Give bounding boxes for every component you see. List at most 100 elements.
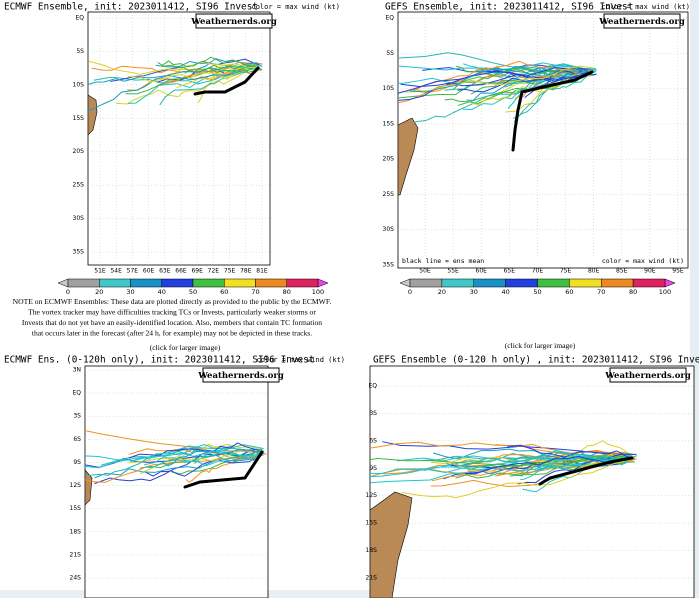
- panel-title: GEFS Ensemble (0-120 h only) , init: 202…: [373, 355, 699, 366]
- ensemble-track: [161, 56, 256, 68]
- mean-note: black line = ens mean: [402, 257, 484, 265]
- lon-label: 55E: [447, 268, 459, 275]
- ensemble-track: [145, 452, 264, 477]
- colorbar-segment: [130, 278, 162, 288]
- lat-label: 21S: [366, 575, 378, 582]
- colorbar-label: 20: [438, 288, 446, 296]
- lon-label: 72E: [208, 268, 220, 275]
- badge: Weathernerds.org: [197, 371, 284, 381]
- color-note: color = max wind (kt): [601, 3, 690, 11]
- lon-label: 78E: [240, 268, 252, 275]
- ensemble-mean: [511, 70, 594, 152]
- lat-label: 9S: [73, 459, 81, 466]
- lon-label: 85E: [616, 268, 628, 275]
- map-panel: 3N EQ 3S 6S 9S 12S 15S 18S 21S 24S ECMWF Ens. (0-1…: [4, 355, 345, 598]
- colorbar-segment: [255, 278, 287, 288]
- click-label[interactable]: (click for larger image): [505, 341, 576, 350]
- ensemble-track: [520, 452, 628, 481]
- map-panel: EQ 5S 10S 15S 20S 25S 30S 35S 50E 55E 60E 65E 70E 75E…: [383, 2, 690, 297]
- lat-label: EQ: [368, 383, 377, 390]
- colorbar-label: 30: [470, 288, 478, 296]
- colorbar-label: 60: [565, 288, 573, 296]
- lat-label: 35S: [73, 249, 85, 256]
- colorbar-label: 100: [312, 288, 324, 296]
- colorbar-segment: [409, 278, 443, 288]
- lon-label: 70E: [532, 268, 544, 275]
- lat-label: 35S: [383, 262, 395, 269]
- colorbar-label: 0: [408, 288, 412, 296]
- lat-label: 5S: [76, 48, 84, 55]
- ensemble-track: [127, 449, 258, 464]
- ensemble-mean: [183, 450, 264, 489]
- colorbar-segment: [161, 278, 194, 288]
- colorbar-label: 20: [95, 288, 103, 296]
- lon-label: 60E: [476, 268, 488, 275]
- lat-label: 5S: [386, 50, 394, 57]
- ecmwf-note: Invests that do not yet have an easily-i…: [22, 318, 322, 327]
- badge: Weathernerds.org: [604, 371, 691, 381]
- panel-title: ECMWF Ensemble, init: 2023011412, SI96 I…: [4, 2, 258, 13]
- ensemble-track: [86, 449, 261, 477]
- ecmwf-note: The vortex tracker may have difficulties…: [28, 307, 316, 316]
- ensemble-track: [88, 65, 262, 86]
- lon-label: 51E: [94, 268, 106, 275]
- ensemble-track: [517, 453, 632, 485]
- lon-label: 90E: [644, 268, 656, 275]
- ensemble-track: [144, 445, 265, 466]
- ensemble-track: [93, 67, 258, 85]
- ecmwf-note: that occurs later in the forecast (after…: [32, 328, 312, 337]
- ensemble-track: [398, 70, 589, 101]
- colorbar-segment: [192, 278, 225, 288]
- click-label[interactable]: (click for larger image): [150, 343, 221, 352]
- colorbar-label: 50: [533, 288, 541, 296]
- colorbar-label: 60: [220, 288, 228, 296]
- ensemble-track: [157, 62, 258, 74]
- color-note: color = max wind (kt): [256, 356, 345, 364]
- colorbar-segment: [632, 278, 666, 288]
- lat-label: 15S: [70, 505, 82, 512]
- badge-box: [609, 367, 687, 383]
- colorbar-segment: [569, 278, 602, 288]
- lat-label: 20S: [383, 156, 395, 163]
- legend-strip: [399, 256, 687, 266]
- lon-label: 65E: [504, 268, 516, 275]
- lat-label: 25S: [73, 182, 85, 189]
- lat-label: 25S: [383, 191, 395, 198]
- ensemble-track: [115, 66, 254, 105]
- lon-label: 75E: [224, 268, 236, 275]
- lat-label: 30S: [383, 226, 395, 233]
- badge: Weathernerds.org: [598, 17, 685, 27]
- map-frame: [87, 11, 271, 266]
- lat-label: 12S: [366, 492, 378, 499]
- ensemble-track: [85, 453, 263, 483]
- colorbar-label: 40: [158, 288, 166, 296]
- colorbar-label: 40: [501, 288, 509, 296]
- lat-label: EQ: [72, 390, 81, 397]
- colorbar-segment: [67, 278, 100, 288]
- ensemble-track: [409, 67, 592, 93]
- lon-label: 60E: [143, 268, 155, 275]
- lon-label: 63E: [159, 268, 171, 275]
- colorbar-segment: [505, 278, 538, 288]
- ensemble-track: [85, 450, 264, 469]
- colorbar-label: 0: [66, 288, 70, 296]
- panel-title: ECMWF Ens. (0-120h only), init: 20230114…: [4, 355, 314, 366]
- lon-label: 95E: [672, 268, 684, 275]
- lon-label: 69E: [191, 268, 203, 275]
- map-frame: [397, 11, 689, 269]
- badge: Weathernerds.org: [190, 17, 277, 27]
- page-edge: [0, 590, 699, 598]
- colorbar-segment: [286, 278, 319, 288]
- bottom-color-note: color = max wind (kt): [602, 257, 684, 265]
- badge-box: [202, 367, 280, 383]
- ensemble-track: [370, 459, 635, 484]
- lat-label: 20S: [73, 148, 85, 155]
- lat-label: 3S: [369, 410, 377, 417]
- lon-label: 50E: [419, 268, 431, 275]
- ensemble-track: [507, 444, 637, 458]
- panel-title: GEFS Ensemble, init: 2023011412, SI96 In…: [385, 2, 633, 13]
- lon-label: 66E: [175, 268, 187, 275]
- ensemble-track: [159, 66, 262, 106]
- ensemble-track: [401, 458, 633, 499]
